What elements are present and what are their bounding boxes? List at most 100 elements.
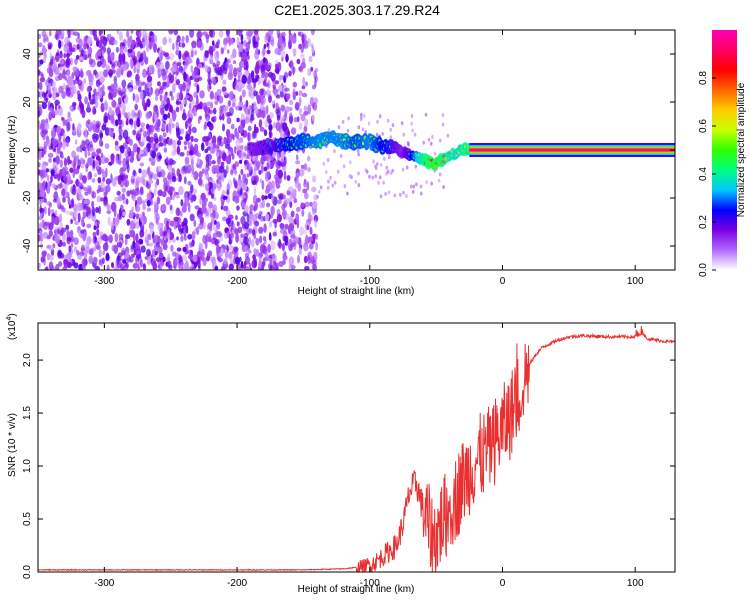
noise-speckle: [343, 184, 347, 189]
noise-speckle: [171, 238, 177, 243]
noise-speckle: [283, 235, 289, 243]
noise-speckle: [265, 257, 271, 262]
noise-speckle: [71, 160, 77, 168]
noise-speckle: [176, 62, 182, 67]
noise-speckle: [239, 95, 243, 103]
noise-speckle: [110, 52, 115, 62]
noise-speckle: [243, 236, 249, 245]
noise-speckle: [346, 191, 349, 196]
noise-speckle: [304, 201, 310, 207]
noise-speckle: [54, 99, 60, 106]
colorbar-gradient: [712, 30, 737, 270]
noise-speckle: [205, 154, 209, 162]
noise-speckle: [38, 119, 41, 129]
noise-speckle: [167, 112, 171, 119]
noise-speckle: [55, 235, 60, 244]
x-tick-label: -300: [94, 276, 114, 287]
noise-speckle: [76, 249, 80, 256]
x-tick-label: -200: [227, 276, 247, 287]
noise-speckle: [191, 70, 196, 80]
noise-speckle: [126, 147, 131, 152]
noise-speckle: [141, 37, 145, 43]
noise-speckle: [146, 111, 152, 119]
noise-speckle: [268, 220, 273, 228]
noise-speckle: [252, 35, 256, 45]
noise-speckle: [181, 35, 185, 43]
noise-speckle: [244, 256, 251, 265]
noise-speckle: [118, 214, 122, 220]
noise-speckle: [306, 224, 309, 231]
noise-speckle: [274, 63, 279, 70]
noise-speckle: [175, 207, 181, 217]
noise-speckle: [111, 262, 114, 268]
noise-speckle: [280, 115, 285, 121]
noise-speckle: [246, 173, 250, 178]
noise-speckle: [357, 152, 361, 157]
noise-speckle: [194, 143, 199, 152]
noise-speckle: [73, 31, 79, 36]
noise-speckle: [151, 36, 155, 47]
noise-speckle: [280, 150, 285, 160]
noise-speckle: [74, 139, 78, 145]
noise-speckle: [100, 141, 104, 147]
noise-speckle: [263, 223, 267, 234]
noise-speckle: [130, 150, 134, 157]
noise-speckle: [92, 151, 96, 156]
noise-speckle: [291, 36, 297, 44]
noise-speckle: [140, 258, 143, 268]
noise-speckle: [67, 111, 71, 119]
noise-speckle: [160, 107, 165, 115]
noise-speckle: [72, 84, 77, 95]
noise-speckle: [191, 165, 195, 175]
noise-speckle: [199, 90, 205, 99]
noise-speckle: [77, 93, 82, 102]
noise-speckle: [56, 125, 62, 135]
noise-speckle: [70, 218, 73, 224]
noise-speckle: [183, 234, 187, 241]
noise-speckle: [223, 38, 227, 43]
noise-speckle: [208, 122, 214, 131]
noise-speckle: [122, 59, 126, 65]
noise-speckle: [292, 81, 297, 88]
noise-speckle: [280, 104, 286, 112]
noise-speckle: [132, 222, 136, 230]
noise-speckle: [272, 100, 275, 105]
noise-speckle: [289, 193, 293, 202]
noise-speckle: [88, 58, 94, 65]
noise-speckle: [61, 116, 64, 121]
noise-speckle: [115, 46, 119, 53]
noise-speckle: [294, 180, 299, 189]
noise-speckle: [109, 72, 113, 78]
noise-speckle: [59, 159, 63, 168]
noise-speckle: [214, 164, 220, 173]
noise-speckle: [133, 120, 137, 130]
noise-speckle: [91, 237, 95, 245]
noise-speckle: [236, 205, 240, 211]
noise-speckle: [182, 53, 187, 61]
noise-speckle: [429, 141, 433, 146]
noise-speckle: [94, 265, 100, 270]
noise-speckle: [199, 115, 202, 121]
noise-speckle: [244, 116, 250, 125]
noise-speckle: [176, 140, 182, 146]
noise-speckle: [309, 214, 313, 222]
noise-speckle: [218, 95, 224, 104]
noise-speckle: [167, 139, 171, 146]
noise-speckle: [186, 150, 190, 157]
noise-speckle: [39, 185, 44, 193]
noise-speckle: [288, 222, 295, 232]
noise-speckle: [361, 127, 365, 132]
noise-speckle: [224, 143, 228, 149]
noise-speckle: [62, 133, 66, 142]
noise-speckle: [105, 178, 111, 185]
noise-speckle: [38, 234, 41, 242]
noise-speckle: [57, 183, 63, 189]
noise-speckle: [222, 123, 225, 132]
noise-speckle: [419, 184, 423, 189]
noise-speckle: [185, 260, 189, 268]
noise-speckle: [209, 55, 214, 63]
noise-speckle: [139, 43, 144, 49]
noise-speckle: [72, 102, 77, 107]
noise-speckle: [162, 177, 167, 183]
x-tick-label: 0: [500, 578, 506, 589]
